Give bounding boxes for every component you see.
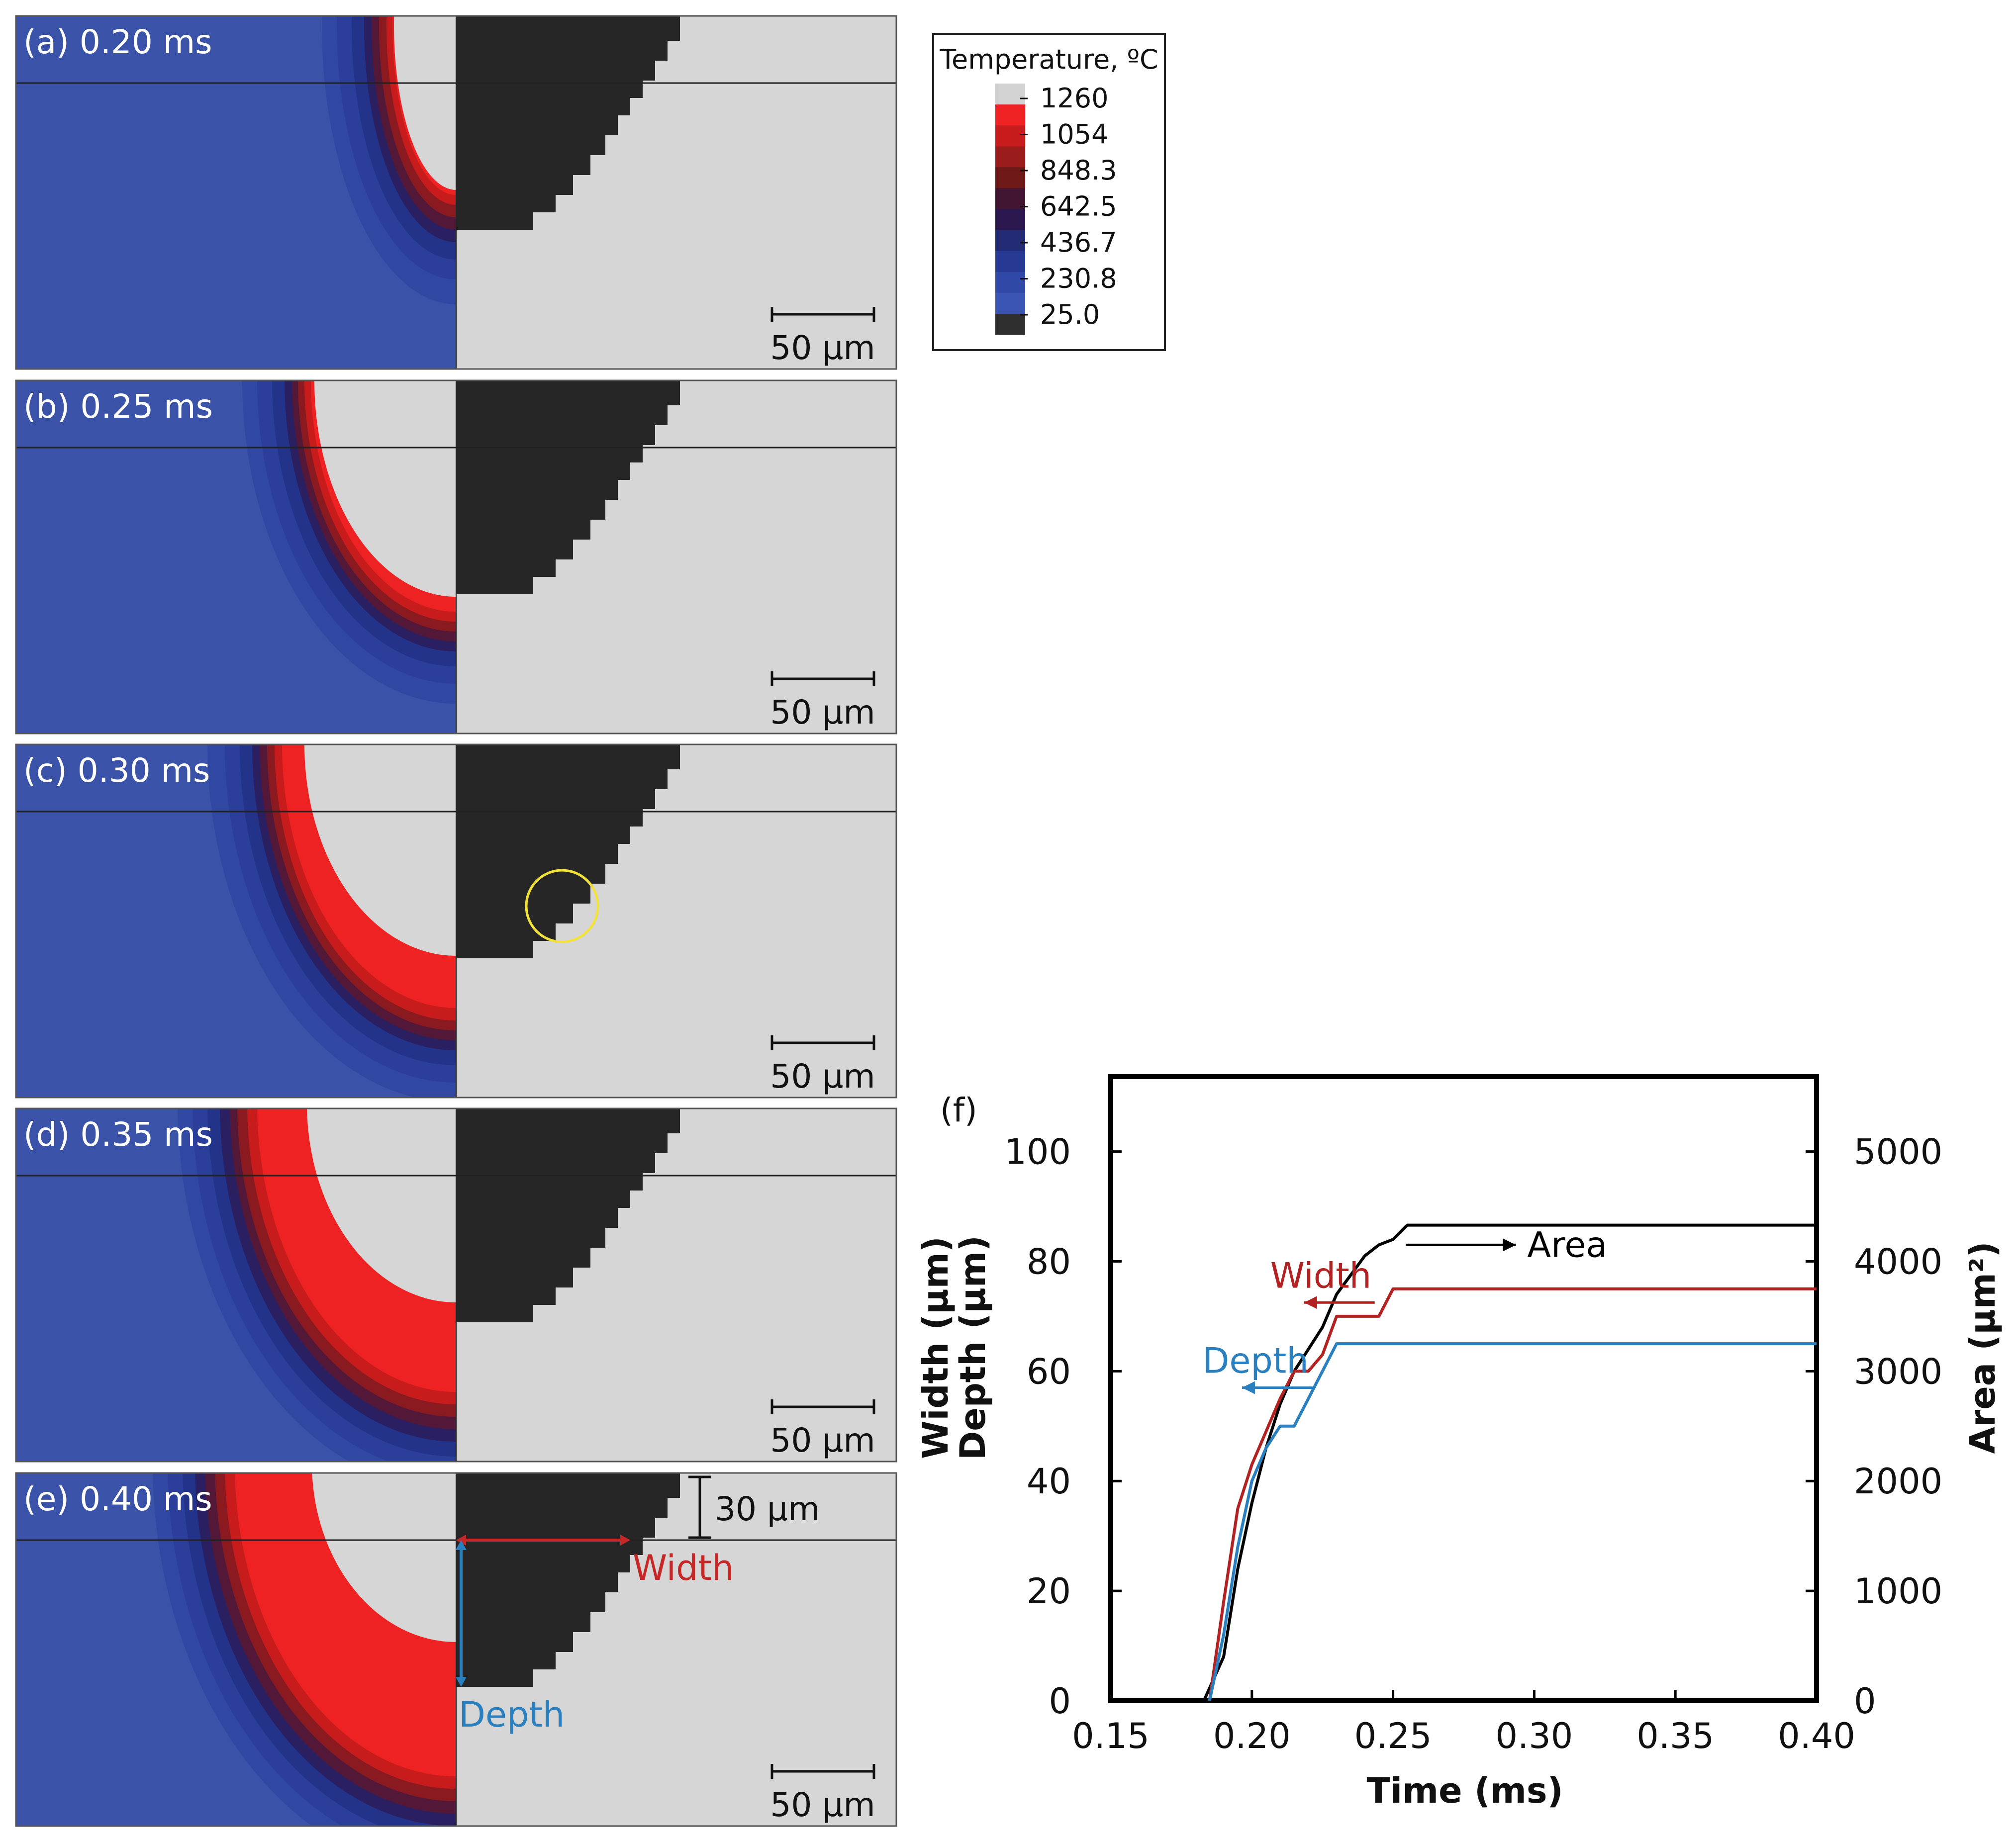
legend-swatch (995, 104, 1025, 126)
legend-tick-label: 436.7 (1040, 227, 1117, 258)
depth-label: Depth (459, 1694, 565, 1735)
legend-title: Temperature, ºC (939, 44, 1158, 75)
x-tick-label: 0.25 (1354, 1716, 1432, 1756)
chart-annotations: Area Width Depth (1202, 1224, 1607, 1394)
y-right-tick-label: 5000 (1854, 1132, 1942, 1173)
chart-axes: 0.15 0.20 0.25 0.30 0.35 0.400204060801000100… (1004, 1074, 1942, 1756)
y-right-tick-label: 1000 (1854, 1571, 1942, 1612)
annotation-label-depth: Depth (1202, 1340, 1308, 1381)
legend-tick-label: 642.5 (1040, 191, 1117, 222)
y-right-tick-label: 0 (1854, 1681, 1876, 1722)
y-axis-label-depth: Depth (µm) (953, 1235, 993, 1460)
legend-swatch (995, 272, 1025, 293)
legend-tick-label: 1260 (1040, 83, 1108, 114)
legend-tick-label: 1054 (1040, 119, 1108, 150)
legend-swatch (995, 125, 1025, 147)
panel-b-scale: 50 μm (770, 693, 875, 732)
width-label: Width (633, 1548, 734, 1588)
panel-a-scale: 50 μm (770, 329, 875, 367)
y-left-tick-label: 40 (1027, 1461, 1071, 1502)
panel-c: (c) 0.30 ms 50 μm (15, 743, 897, 1099)
y-left-tick-label: 0 (1049, 1681, 1071, 1722)
annotation-arrowhead (1503, 1238, 1516, 1252)
legend-swatch (995, 209, 1025, 231)
y-left-tick-label: 20 (1027, 1571, 1071, 1612)
legend-swatch (995, 292, 1025, 314)
legend-swatch (995, 230, 1025, 252)
series-width (1208, 1287, 1817, 1701)
chart-panel-label: (f) (940, 1091, 977, 1129)
panel-e-scale: 50 μm (770, 1786, 875, 1824)
x-tick-label: 0.35 (1636, 1716, 1714, 1756)
panel-c-label: (c) 0.30 ms (23, 751, 210, 790)
panel-a-label: (a) 0.20 ms (23, 23, 212, 61)
highlight-circle (525, 869, 599, 943)
x-tick-label: 0.40 (1778, 1716, 1855, 1756)
y-axis-label-area: Area (µm²) (1962, 1242, 2003, 1454)
x-tick-label: 0.20 (1213, 1716, 1291, 1756)
panel-e-label: (e) 0.40 ms (23, 1480, 212, 1518)
panel-d-label: (d) 0.35 ms (23, 1115, 213, 1154)
chart-f: (f) 0.15 0.20 0.25 0.30 0.35 0.40020406080100… (915, 1074, 2003, 1811)
y-axis-label-width: Width (µm) (915, 1236, 956, 1459)
annotation-arrowhead (1304, 1296, 1317, 1309)
legend-tick-label: 230.8 (1040, 263, 1117, 294)
legend-swatch (995, 146, 1025, 168)
legend-ticks: 1260 1054 848.3 642.5 436.7 230.8 25.0 (1020, 83, 1117, 330)
panel-b: (b) 0.25 ms 50 μm (15, 379, 897, 734)
y-right-tick-label: 2000 (1854, 1461, 1942, 1502)
annotation-arrowhead (1242, 1381, 1255, 1394)
chart-series (1202, 1223, 1817, 1702)
y-left-tick-label: 80 (1027, 1241, 1071, 1282)
panel-a: (a) 0.20 ms 50 μm (15, 15, 897, 370)
panel-d: (d) 0.35 ms 50 μm (15, 1107, 897, 1463)
y-left-tick-label: 100 (1004, 1132, 1071, 1173)
panel-d-scale: 50 μm (770, 1421, 875, 1460)
panel-b-label: (b) 0.25 ms (23, 387, 213, 426)
y-right-tick-label: 4000 (1854, 1241, 1942, 1282)
series-depth (1208, 1342, 1817, 1701)
y-right-tick-label: 3000 (1854, 1351, 1942, 1392)
legend-swatch (995, 251, 1025, 273)
x-axis-label: Time (ms) (1366, 1770, 1563, 1811)
x-tick-label: 0.30 (1495, 1716, 1573, 1756)
series-area (1202, 1223, 1817, 1702)
x-tick-label: 0.15 (1072, 1716, 1150, 1756)
temperature-legend: Temperature, ºC 1260 1054 848.3 642.5 436.7 2… (932, 33, 1166, 351)
legend-swatch (995, 313, 1025, 335)
y-left-tick-label: 60 (1027, 1351, 1071, 1392)
legend-swatch (995, 84, 1025, 105)
legend-tick-label: 25.0 (1040, 299, 1100, 330)
panel-c-scale: 50 μm (770, 1057, 875, 1096)
annotation-label-area: Area (1527, 1224, 1607, 1265)
legend-tick-label: 848.3 (1040, 155, 1117, 186)
layer-thickness-label: 30 μm (715, 1490, 820, 1528)
panel-e: (e) 0.40 ms 30 μm Width Depth 50 μm (15, 1472, 897, 1827)
legend-swatch (995, 188, 1025, 209)
annotation-label-width: Width (1270, 1255, 1371, 1296)
plot-frame (1108, 1074, 1819, 1703)
legend-colorbar (995, 84, 1025, 335)
